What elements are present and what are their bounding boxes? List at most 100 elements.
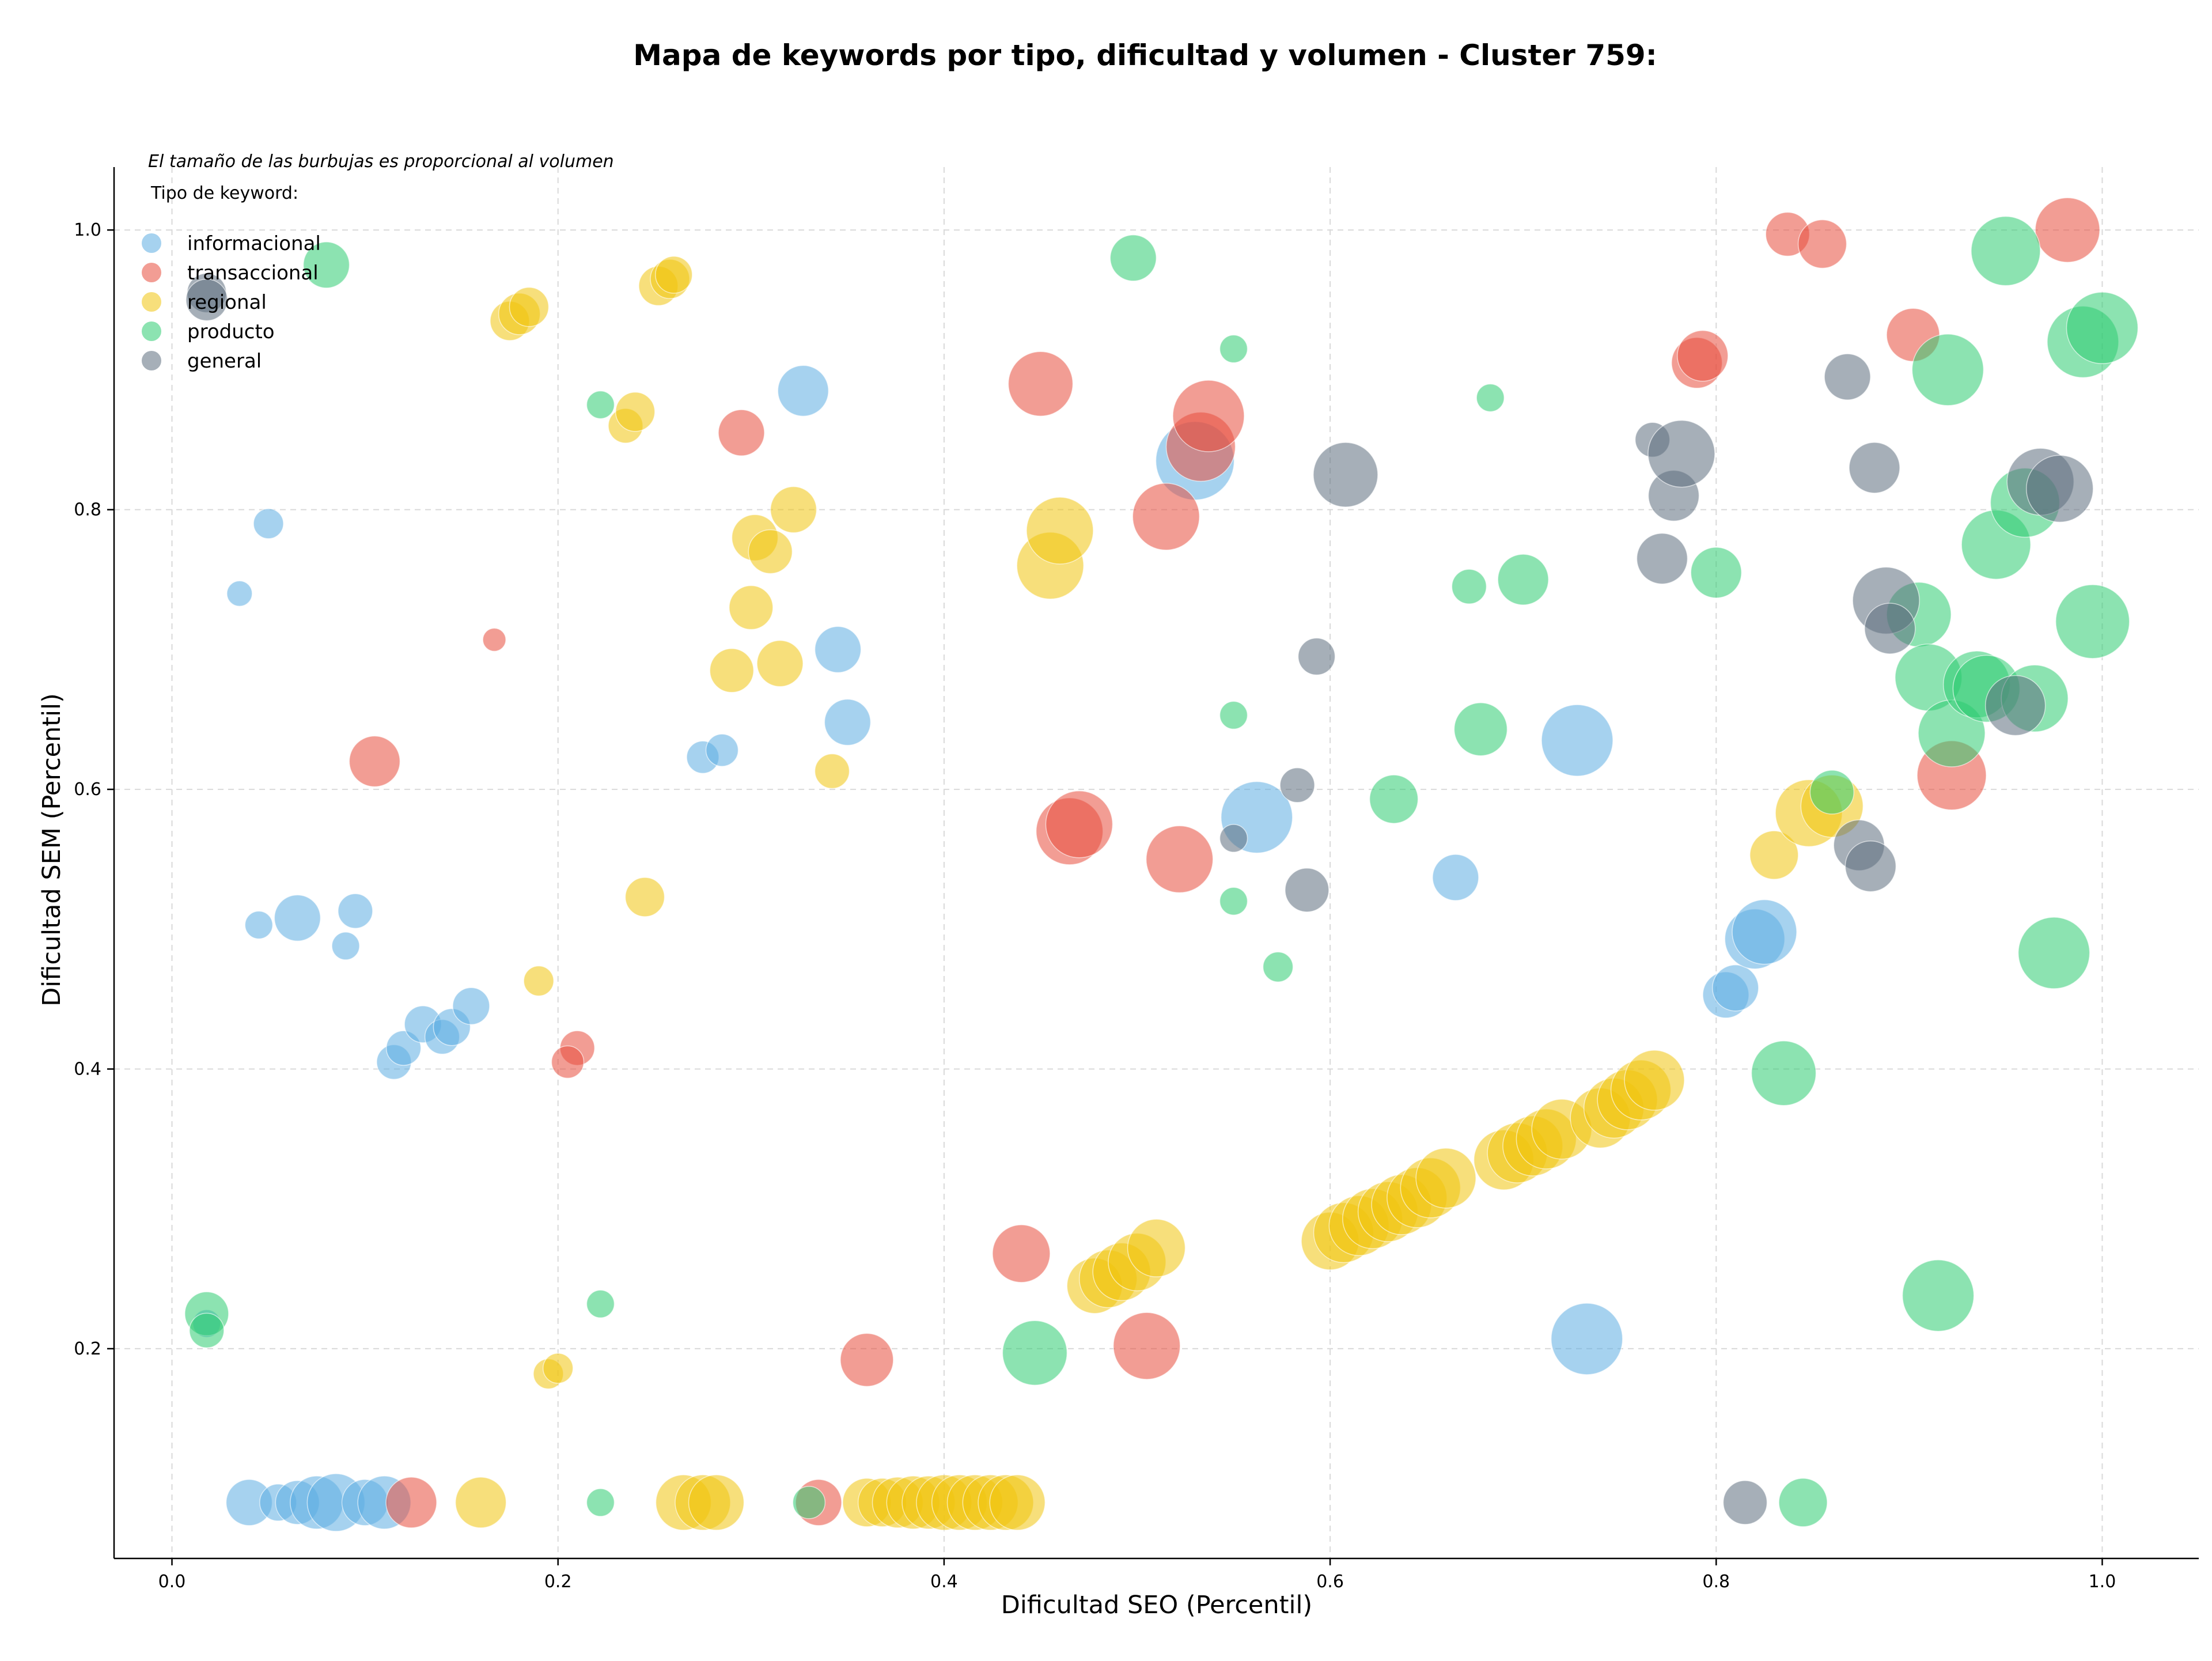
bubble-general (2025, 455, 2094, 523)
bubble-transaccional (482, 627, 506, 652)
y-tick-label: 1.0 (74, 220, 101, 240)
bubble-producto (2066, 292, 2139, 364)
bubble-informacional (244, 910, 274, 940)
series-transaccional (349, 197, 2100, 1528)
bubble-general (1722, 1480, 1768, 1525)
bubble-producto (2017, 917, 2090, 989)
bubble-transaccional (992, 1224, 1051, 1283)
bubble-producto (1219, 887, 1248, 915)
bubble-producto (1778, 1478, 1828, 1527)
bubble-producto (1476, 383, 1505, 413)
bubble-regional (1415, 1148, 1476, 1209)
bubble-informacional (824, 698, 872, 746)
legend: informacional transaccional regional produc… (142, 232, 321, 373)
y-tick-label: 0.8 (74, 500, 101, 520)
bubble-informacional (452, 987, 490, 1026)
bubble-regional (454, 1477, 507, 1528)
bubble-transaccional (1797, 219, 1847, 269)
bubble-producto (2055, 584, 2130, 659)
bubble-general (1647, 419, 1715, 488)
bubble-general (1279, 767, 1315, 803)
bubble-producto (1497, 554, 1549, 606)
bubble-transaccional (1172, 380, 1245, 452)
bubble-producto (1451, 569, 1487, 604)
legend-title: Tipo de keyword: (150, 183, 298, 203)
y-axis-label: Dificultad SEM (Percentil) (37, 693, 66, 1007)
bubble-general (1864, 603, 1916, 654)
bubble-producto (1911, 334, 1984, 406)
bubble-producto (1262, 951, 1294, 983)
bubble-informacional (1732, 899, 1797, 965)
legend-marker-producto (142, 321, 161, 341)
legend-marker-general (142, 351, 161, 370)
bubble-general (1636, 532, 1688, 585)
bubble-producto (792, 1486, 826, 1519)
bubble-producto (1453, 702, 1508, 756)
y-tick-label: 0.6 (74, 780, 101, 800)
series-informacional (192, 365, 1797, 1532)
legend-label-regional: regional (187, 291, 267, 314)
bubble-general (1219, 824, 1248, 853)
bubble-general (185, 278, 228, 321)
bubble-transaccional (1677, 330, 1729, 382)
bubble-transaccional (1045, 790, 1113, 858)
legend-label-transaccional: transaccional (187, 262, 319, 285)
series-general (185, 273, 2094, 1525)
bubble-general (1844, 840, 1897, 892)
bubble-producto (586, 1488, 615, 1517)
bubble-regional (688, 1474, 745, 1531)
bubble-informacional (1541, 704, 1613, 777)
bubble-producto (1369, 774, 1419, 824)
bubble-informacional (331, 932, 360, 960)
bubble-size-note: El tamaño de las burbujas es proporciona… (148, 152, 614, 172)
bubble-transaccional (1132, 483, 1200, 551)
bubble-regional (748, 529, 793, 574)
bubble-transaccional (349, 735, 401, 788)
data-points (184, 197, 2139, 1532)
legend-label-informacional: informacional (187, 232, 321, 255)
bubble-regional (509, 286, 550, 327)
bubble-general (1849, 442, 1900, 494)
bubble-producto (1109, 234, 1157, 282)
bubble-transaccional (1145, 825, 1214, 894)
legend-label-general: general (187, 350, 262, 373)
bubble-producto (1002, 1320, 1068, 1386)
bubble-regional (756, 640, 804, 687)
bubble-producto (1902, 1259, 1975, 1332)
bubble-informacional (1432, 854, 1479, 901)
bubble-producto (1690, 547, 1743, 599)
bubble-regional (542, 1353, 574, 1384)
bubble-informacional (705, 733, 739, 767)
bubble-regional (729, 585, 774, 630)
bubble-regional (1749, 830, 1799, 880)
bubble-general (1285, 868, 1330, 913)
x-axis-label: Dificultad SEO (Percentil) (1001, 1591, 1312, 1620)
bubble-transaccional (2035, 197, 2100, 263)
bubble-producto (1809, 770, 1855, 815)
bubble-producto (586, 390, 615, 419)
legend-marker-transaccional (142, 263, 161, 282)
bubble-regional (1127, 1219, 1186, 1277)
bubble-informacional (814, 626, 862, 674)
bubble-general (1984, 675, 2046, 736)
bubble-regional (989, 1474, 1046, 1531)
bubble-informacional (338, 893, 373, 929)
bubble-regional (709, 648, 755, 693)
bubble-regional (655, 256, 693, 294)
bubble-general (1297, 637, 1336, 676)
bubble-informacional (1712, 964, 1759, 1012)
axis-ticks: 0.0 0.2 0.4 0.6 0.8 1.0 0.2 0.4 0.6 0.8 1.0 (74, 220, 2116, 1592)
bubble-transaccional (385, 1477, 437, 1528)
bubble-producto (1219, 701, 1248, 730)
series-regional (454, 256, 1864, 1531)
bubble-producto (189, 1312, 225, 1349)
bubble-general (1824, 353, 1871, 400)
bubble-informacional (777, 365, 830, 417)
chart-title: Mapa de keywords por tipo, dificultad y … (633, 39, 1657, 72)
bubble-producto (1219, 334, 1248, 364)
bubble-informacional (253, 508, 284, 539)
bubble-producto (1971, 215, 2041, 286)
y-tick-label: 0.2 (74, 1339, 101, 1359)
x-tick-label: 0.8 (1702, 1572, 1730, 1592)
bubble-producto (302, 241, 350, 289)
